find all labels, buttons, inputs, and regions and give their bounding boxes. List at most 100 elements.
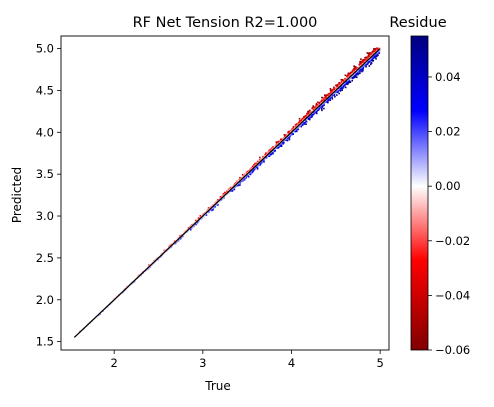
data-point bbox=[359, 60, 361, 63]
data-point bbox=[288, 137, 291, 139]
data-point bbox=[217, 199, 219, 201]
data-point bbox=[366, 62, 369, 65]
data-point bbox=[347, 73, 349, 76]
data-point bbox=[368, 61, 371, 63]
data-point bbox=[177, 237, 179, 240]
data-point bbox=[239, 184, 241, 186]
data-point bbox=[341, 87, 343, 90]
data-point bbox=[354, 74, 357, 77]
data-point bbox=[347, 72, 350, 75]
data-point bbox=[373, 50, 375, 53]
data-point bbox=[272, 152, 274, 155]
data-point bbox=[356, 66, 359, 69]
data-point bbox=[359, 69, 361, 72]
x-axis: 2 3 4 5 bbox=[111, 350, 384, 370]
data-point bbox=[236, 184, 238, 187]
data-point bbox=[254, 164, 256, 167]
data-point bbox=[300, 119, 302, 122]
data-point bbox=[301, 118, 303, 121]
data-point bbox=[289, 134, 292, 136]
data-point bbox=[370, 63, 372, 66]
data-point bbox=[375, 57, 377, 60]
data-point bbox=[362, 67, 365, 69]
data-point bbox=[352, 76, 354, 79]
data-point bbox=[360, 68, 362, 71]
data-point bbox=[246, 170, 249, 173]
data-point bbox=[177, 239, 180, 242]
data-point bbox=[341, 78, 344, 81]
data-point bbox=[294, 130, 297, 133]
data-point bbox=[290, 133, 292, 135]
data-point bbox=[375, 52, 378, 55]
data-point bbox=[175, 241, 178, 244]
identity-line bbox=[73, 48, 381, 338]
data-point bbox=[324, 95, 327, 97]
data-point bbox=[168, 245, 170, 248]
data-point bbox=[311, 115, 314, 117]
colorbar-ticks: −0.06 −0.04 −0.02 0.00 0.02 0.04 bbox=[428, 70, 470, 357]
data-point bbox=[376, 47, 378, 50]
data-point bbox=[336, 94, 338, 96]
data-point bbox=[348, 81, 351, 84]
y-axis-label: Predicted bbox=[10, 167, 24, 223]
data-point bbox=[194, 219, 197, 222]
data-point bbox=[237, 180, 239, 183]
data-point bbox=[270, 147, 273, 150]
data-point bbox=[335, 90, 338, 93]
data-point bbox=[363, 58, 365, 61]
data-point bbox=[353, 67, 356, 70]
colorbar-tick-label: −0.06 bbox=[435, 343, 470, 357]
data-point bbox=[304, 115, 306, 118]
data-point bbox=[323, 107, 325, 110]
data-point bbox=[366, 52, 369, 54]
data-point bbox=[311, 107, 313, 110]
data-point bbox=[270, 149, 273, 151]
data-point bbox=[308, 117, 311, 120]
data-point bbox=[240, 180, 243, 183]
data-point bbox=[237, 184, 240, 187]
data-point bbox=[347, 75, 350, 77]
data-point bbox=[305, 119, 307, 122]
data-point bbox=[305, 115, 307, 118]
data-point bbox=[224, 192, 227, 194]
data-point bbox=[341, 84, 343, 87]
data-point bbox=[317, 109, 320, 111]
data-point bbox=[282, 142, 284, 145]
data-point bbox=[249, 168, 252, 171]
data-point bbox=[234, 186, 236, 188]
data-point bbox=[277, 146, 280, 149]
data-point bbox=[342, 87, 344, 89]
data-point bbox=[361, 69, 364, 72]
data-point bbox=[269, 149, 272, 152]
data-point bbox=[291, 131, 294, 134]
data-point bbox=[335, 84, 337, 87]
data-point bbox=[298, 117, 301, 120]
data-point bbox=[339, 89, 342, 91]
data-point bbox=[341, 89, 344, 91]
data-point bbox=[251, 165, 254, 168]
data-point bbox=[255, 166, 258, 169]
data-point bbox=[354, 72, 356, 75]
data-point bbox=[265, 157, 268, 159]
data-point bbox=[169, 244, 172, 247]
data-point bbox=[321, 106, 323, 109]
data-point bbox=[312, 108, 315, 111]
data-point bbox=[344, 86, 347, 89]
data-point bbox=[259, 162, 262, 165]
colorbar-label: Residue bbox=[389, 15, 446, 31]
colorbar-tick-label: 0.04 bbox=[435, 70, 461, 84]
data-point bbox=[321, 96, 323, 99]
data-point bbox=[350, 76, 352, 79]
data-point bbox=[219, 196, 222, 198]
data-point bbox=[267, 155, 269, 157]
data-point bbox=[324, 97, 327, 100]
data-point bbox=[303, 116, 306, 119]
x-tick-label: 4 bbox=[288, 356, 295, 370]
data-point bbox=[344, 74, 347, 77]
data-point bbox=[153, 259, 155, 262]
data-point bbox=[323, 101, 326, 104]
data-point bbox=[362, 65, 364, 67]
data-point bbox=[301, 124, 304, 127]
data-point bbox=[338, 92, 340, 95]
data-point bbox=[289, 130, 291, 133]
